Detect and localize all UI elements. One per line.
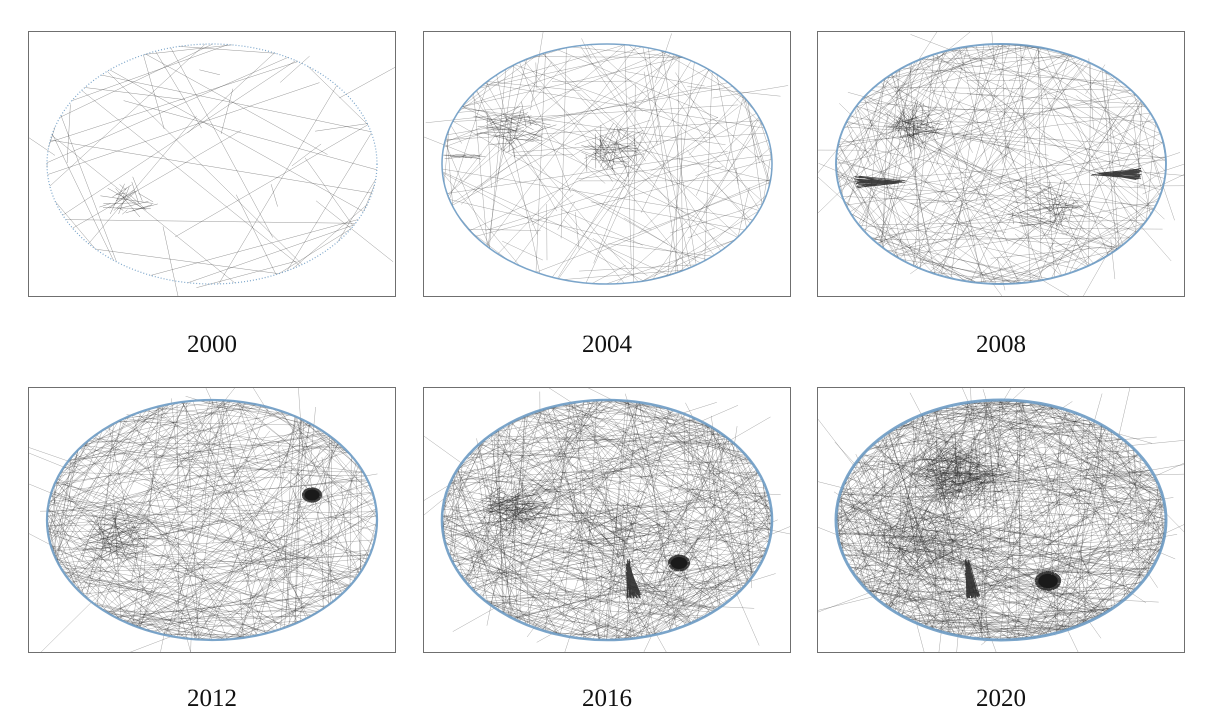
panel-year-label: 2012 xyxy=(187,685,237,712)
node-cluster xyxy=(854,175,906,189)
panel-year-label: 2020 xyxy=(976,685,1026,712)
cluster-layer xyxy=(72,487,323,572)
network-graph-2008 xyxy=(818,32,1184,296)
node-cluster xyxy=(472,480,567,541)
network-panel-2020 xyxy=(817,387,1185,653)
network-panel-2004 xyxy=(423,31,791,297)
node-cluster xyxy=(560,493,672,562)
network-panel-2008 xyxy=(817,31,1185,297)
network-graph-2000 xyxy=(29,43,395,296)
network-graph-2012 xyxy=(29,388,379,652)
node-cluster xyxy=(581,122,646,182)
edges-layer xyxy=(29,43,395,296)
edges-layer xyxy=(29,388,378,652)
network-panel-2012 xyxy=(28,387,396,653)
edges-layer xyxy=(818,388,1184,652)
edges-layer xyxy=(818,32,1184,296)
node-ring xyxy=(46,43,378,285)
node-cluster xyxy=(99,176,158,218)
panel-year-label: 2000 xyxy=(187,331,237,358)
network-panel-2016 xyxy=(423,387,791,653)
node-cluster xyxy=(883,100,945,154)
panel-year-label: 2008 xyxy=(976,331,1026,358)
node-ring xyxy=(441,43,773,285)
node-ring xyxy=(835,43,1167,285)
cluster-layer xyxy=(854,100,1142,250)
cluster-layer xyxy=(99,176,158,218)
network-graph-2020 xyxy=(818,388,1184,652)
node-cluster xyxy=(442,154,486,160)
node-ring xyxy=(834,398,1168,642)
node-cluster xyxy=(871,490,996,587)
node-cluster xyxy=(72,502,168,572)
node-cluster xyxy=(667,554,691,572)
node-ring xyxy=(45,398,379,642)
cluster-layer xyxy=(442,101,646,182)
node-cluster xyxy=(908,432,1013,510)
edges-layer xyxy=(424,388,790,652)
node-cluster xyxy=(964,559,981,599)
panel-year-label: 2016 xyxy=(582,685,632,712)
network-graph-2016 xyxy=(424,388,790,652)
node-cluster xyxy=(625,559,642,599)
node-cluster xyxy=(1090,167,1142,181)
node-cluster xyxy=(1007,176,1103,250)
node-ring xyxy=(440,398,774,642)
node-cluster xyxy=(1034,571,1062,592)
network-graph-2004 xyxy=(424,32,789,285)
node-cluster xyxy=(301,487,323,503)
node-cluster xyxy=(473,101,557,158)
panel-year-label: 2004 xyxy=(582,331,632,358)
cluster-layer xyxy=(871,432,1062,599)
network-panel-2000 xyxy=(28,31,396,297)
cluster-layer xyxy=(472,480,691,599)
